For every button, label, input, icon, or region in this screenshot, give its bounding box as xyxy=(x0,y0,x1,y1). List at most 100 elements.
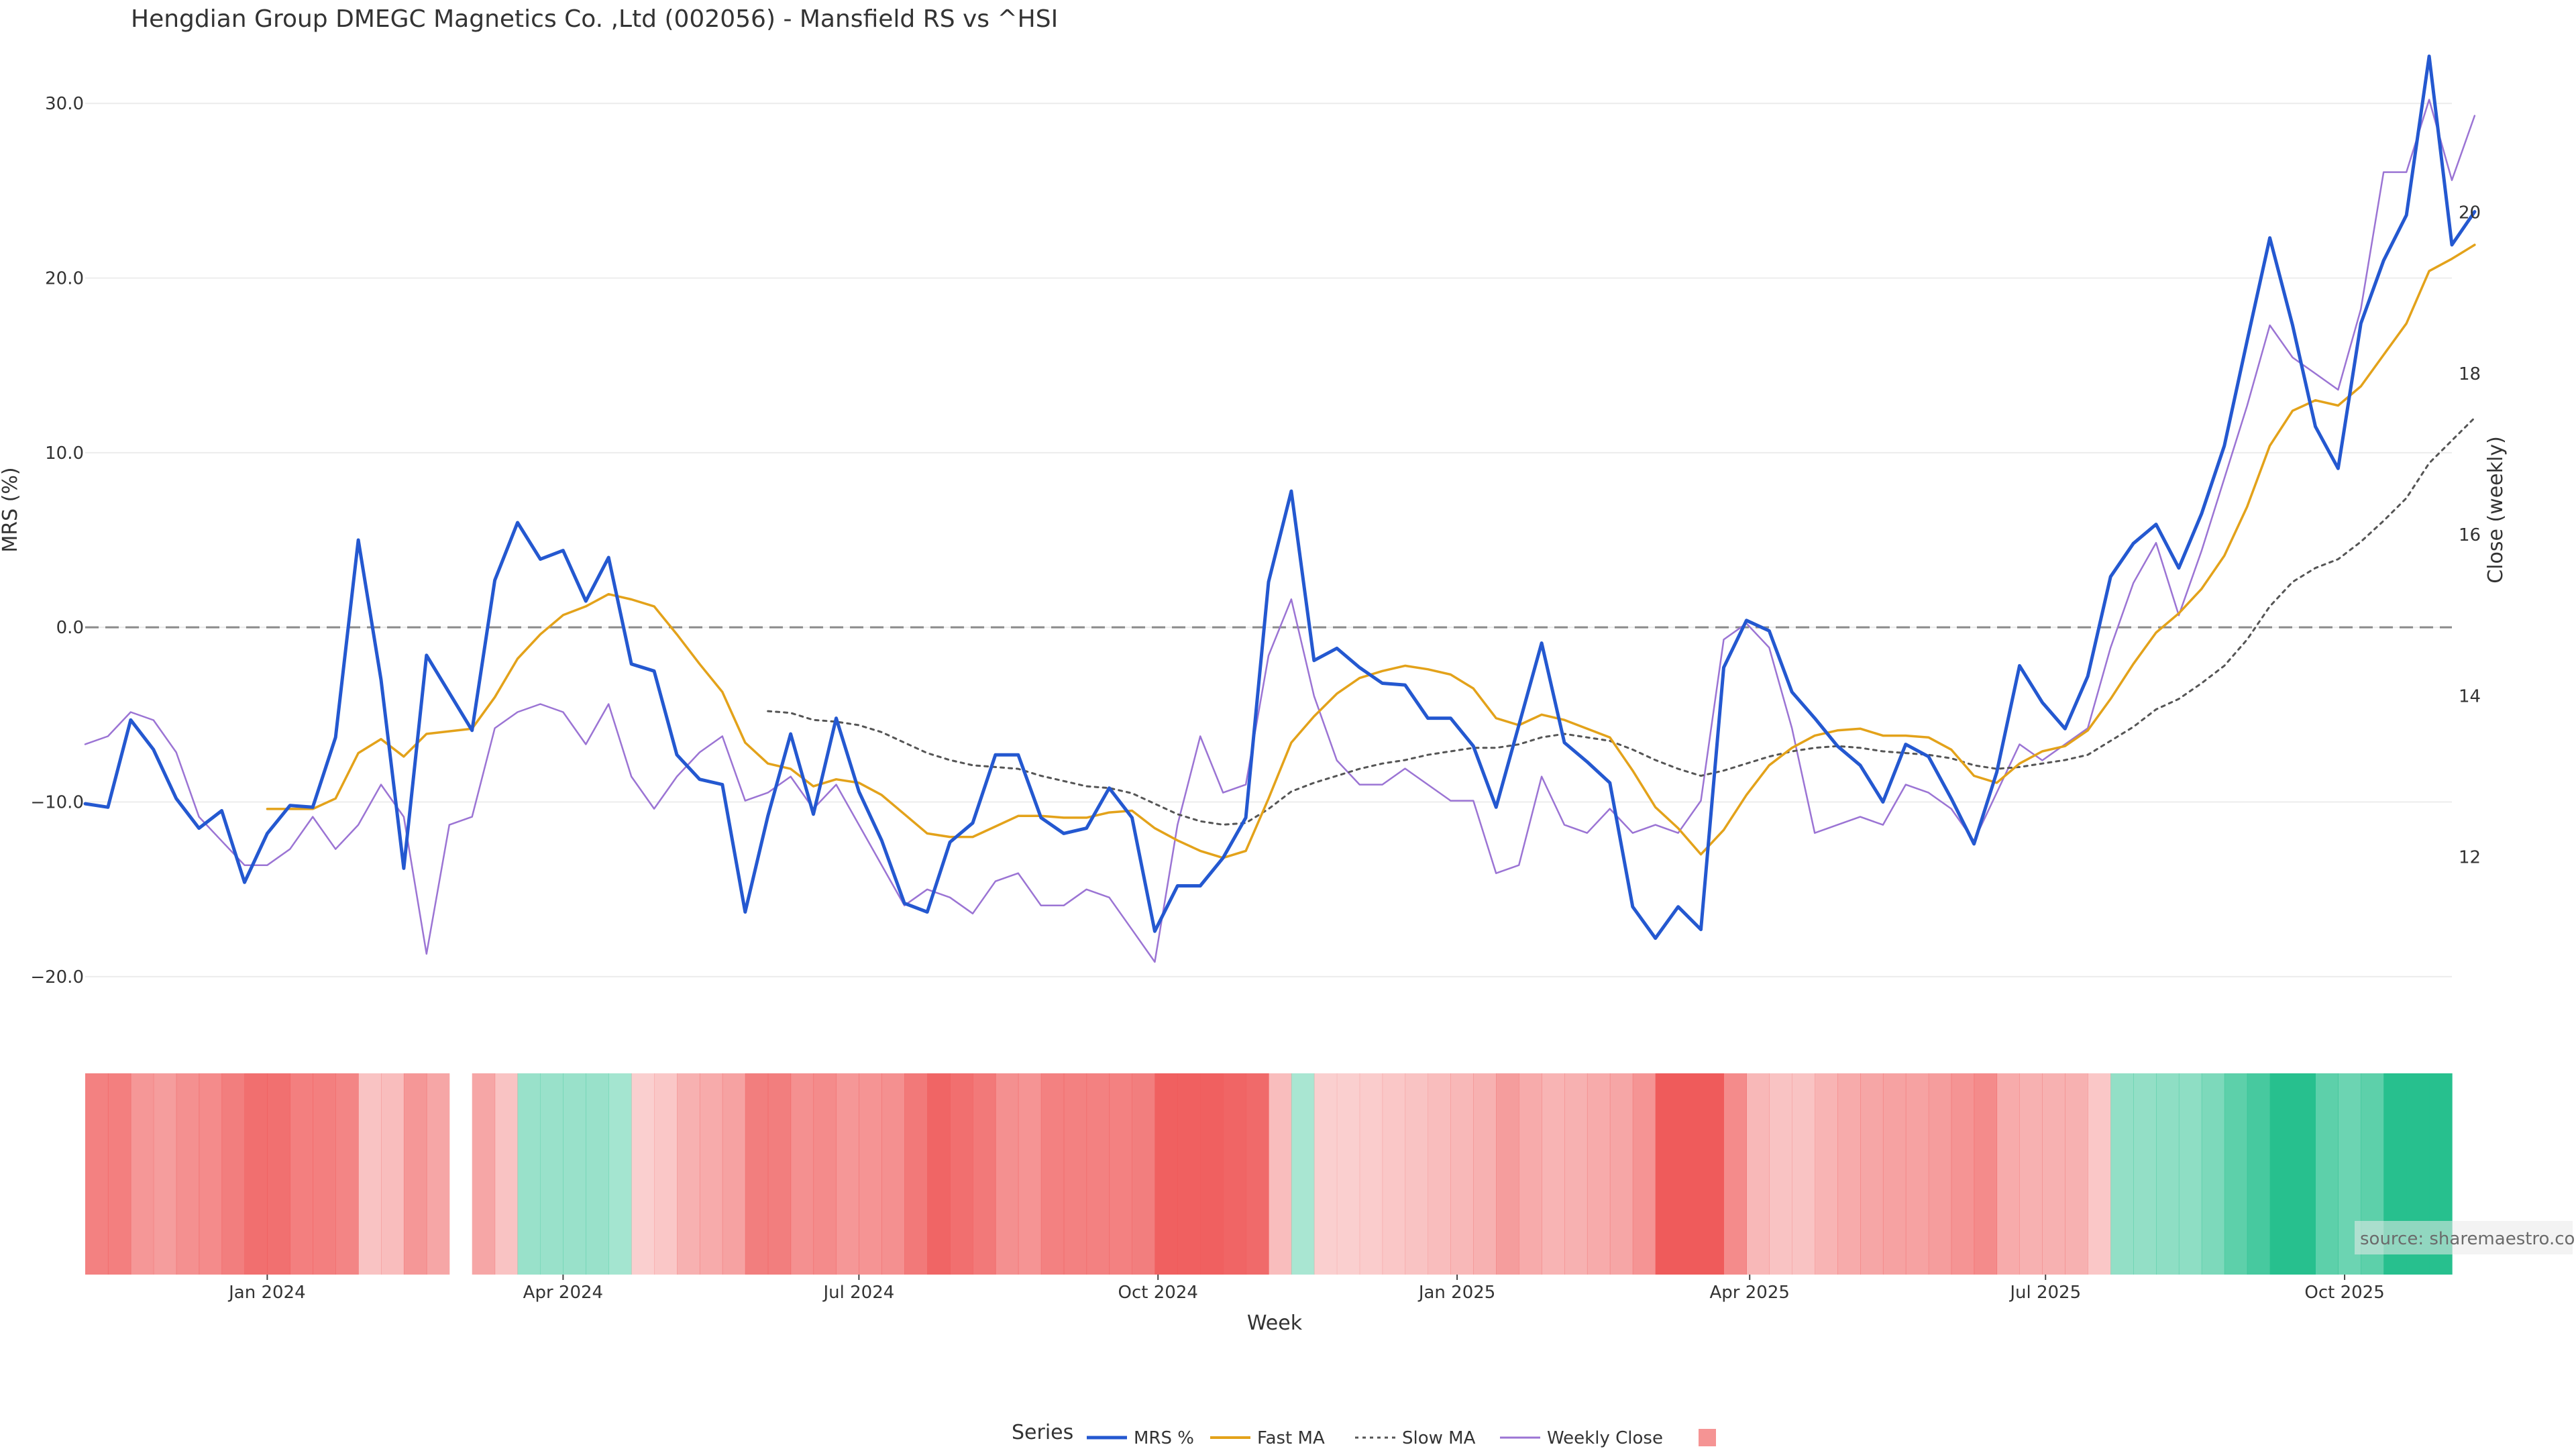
heat-cell xyxy=(699,1073,723,1275)
legend-item-heat[interactable] xyxy=(1699,1429,1716,1446)
heat-cell xyxy=(1564,1073,1588,1275)
heat-cell xyxy=(381,1073,405,1275)
heat-cell xyxy=(2065,1073,2088,1275)
y-axis-left-label: MRS (%) xyxy=(0,467,22,552)
x-axis-label: Week xyxy=(1247,1311,1303,1335)
heat-cell xyxy=(2452,1073,2453,1275)
heat-cell xyxy=(107,1073,131,1275)
legend-item-mrs[interactable]: MRS % xyxy=(1087,1428,1194,1448)
right-tick-label: 20 xyxy=(2459,203,2481,223)
heat-cell xyxy=(267,1073,290,1275)
heat-cell xyxy=(1291,1073,1315,1275)
heat-cell xyxy=(1086,1073,1110,1275)
left-axis-ticks: 30.0 20.0 10.0 0.0 −10.0 −20.0 xyxy=(30,94,84,987)
heat-cell xyxy=(244,1073,268,1275)
heat-cell xyxy=(1063,1073,1087,1275)
heat-cell xyxy=(1132,1073,1155,1275)
heat-cell xyxy=(1177,1073,1201,1275)
heat-cell xyxy=(1519,1073,1542,1275)
chart-title: Hengdian Group DMEGC Magnetics Co. ,Ltd … xyxy=(131,5,1058,33)
heat-cell xyxy=(2292,1073,2316,1275)
x-tick-label: Jul 2025 xyxy=(2008,1283,2081,1303)
x-tick-label: Jan 2025 xyxy=(1417,1283,1496,1303)
heat-cell xyxy=(1155,1073,1178,1275)
x-tick-label: Oct 2024 xyxy=(1118,1283,1198,1303)
heat-cell xyxy=(1815,1073,1838,1275)
left-tick-label: −10.0 xyxy=(30,793,84,813)
heat-cell xyxy=(1359,1073,1383,1275)
heat-cell xyxy=(881,1073,905,1275)
heat-cell xyxy=(1040,1073,1065,1275)
heat-cell xyxy=(813,1073,837,1275)
mrs-line xyxy=(83,54,2477,941)
heat-cell xyxy=(1587,1073,1611,1275)
left-tick-label: 10.0 xyxy=(45,443,84,464)
x-tick-label: Oct 2025 xyxy=(2304,1283,2384,1303)
heat-cell xyxy=(1496,1073,1519,1275)
heat-cell xyxy=(403,1073,427,1275)
source-watermark: source: sharemaestro.com xyxy=(2355,1221,2576,1254)
heat-cell xyxy=(995,1073,1019,1275)
right-tick-label: 18 xyxy=(2459,364,2481,384)
y-axis-right-label: Close (weekly) xyxy=(2484,436,2508,584)
heat-cell xyxy=(1200,1073,1224,1275)
legend-item-slow_ma[interactable]: Slow MA xyxy=(1355,1428,1476,1448)
heat-cell xyxy=(540,1073,564,1275)
heat-cell xyxy=(1678,1073,1702,1275)
mrs-heatmap-strip xyxy=(85,1073,2453,1275)
heat-cell xyxy=(767,1073,792,1275)
heat-cell xyxy=(927,1073,951,1275)
heat-cell xyxy=(1223,1073,1246,1275)
heat-cell xyxy=(517,1073,541,1275)
heat-cell xyxy=(1701,1073,1724,1275)
heat-cell xyxy=(2088,1073,2111,1275)
heat-cell xyxy=(85,1073,109,1275)
x-tick-label: Apr 2024 xyxy=(523,1283,603,1303)
x-axis-ticks: Jan 2024 Apr 2024 Jul 2024 Oct 2024 Jan 2025… xyxy=(227,1275,2385,1303)
heat-cell xyxy=(950,1073,973,1275)
heat-cell xyxy=(130,1073,154,1275)
heat-cell xyxy=(1313,1073,1338,1275)
legend-title: Series xyxy=(1012,1421,1073,1444)
right-tick-label: 14 xyxy=(2459,686,2481,706)
x-tick-label: Jul 2024 xyxy=(822,1283,894,1303)
legend-item-weekly_close[interactable]: Weekly Close xyxy=(1500,1428,1663,1448)
heat-cell xyxy=(199,1073,223,1275)
heat-cell xyxy=(1792,1073,1815,1275)
heat-cell xyxy=(1609,1073,1633,1275)
heat-cell xyxy=(745,1073,769,1275)
heat-cell xyxy=(2042,1073,2065,1275)
legend-swatch-heat xyxy=(1699,1429,1716,1446)
heat-cell xyxy=(859,1073,882,1275)
heat-cell xyxy=(1428,1073,1451,1275)
heat-cell xyxy=(1269,1073,1292,1275)
heat-cell xyxy=(290,1073,313,1275)
heat-cell xyxy=(1405,1073,1428,1275)
right-tick-label: 16 xyxy=(2459,525,2481,545)
heat-cell xyxy=(1882,1073,1907,1275)
heat-cell xyxy=(1246,1073,1269,1275)
grid-lines xyxy=(85,103,2452,977)
legend-label: Slow MA xyxy=(1402,1428,1476,1448)
heat-cell xyxy=(1018,1073,1042,1275)
heat-cell xyxy=(1450,1073,1474,1275)
heat-cell xyxy=(2315,1073,2339,1275)
x-tick-label: Apr 2025 xyxy=(1710,1283,1790,1303)
heat-cell xyxy=(2247,1073,2271,1275)
heat-cell xyxy=(2019,1073,2043,1275)
heat-cell xyxy=(153,1073,177,1275)
legend-item-fast_ma[interactable]: Fast MA xyxy=(1210,1428,1325,1448)
left-tick-label: −20.0 xyxy=(30,967,84,987)
heat-cell xyxy=(1542,1073,1565,1275)
heat-cell xyxy=(1109,1073,1132,1275)
legend: Series MRS % Fast MA Slow MA Weekly Close xyxy=(1012,1421,1716,1448)
heat-cell xyxy=(2224,1073,2248,1275)
right-axis-ticks: 20 18 16 14 12 xyxy=(2459,203,2481,868)
x-tick-label: Jan 2024 xyxy=(227,1283,306,1303)
heat-cell xyxy=(677,1073,700,1275)
weekly-close-line xyxy=(84,99,2476,963)
heat-cell xyxy=(1632,1073,1656,1275)
heat-cell xyxy=(2269,1073,2294,1275)
heat-cell xyxy=(1336,1073,1360,1275)
left-tick-label: 30.0 xyxy=(45,94,84,114)
